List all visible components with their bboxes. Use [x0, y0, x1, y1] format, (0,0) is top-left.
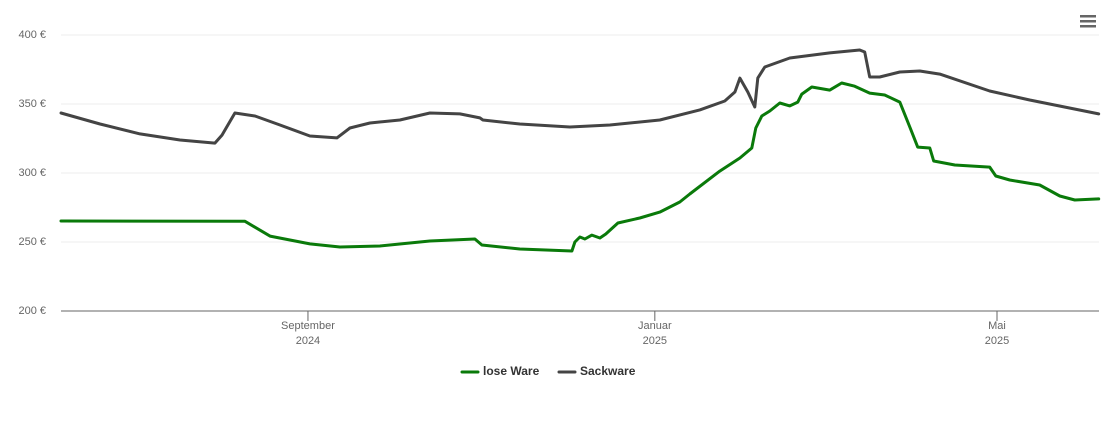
- menu-bar: [1080, 15, 1096, 18]
- legend: lose Ware Sackware: [460, 364, 636, 378]
- y-tick-label: 350 €: [18, 98, 46, 110]
- x-tick-label: Januar: [638, 320, 672, 332]
- y-tick-label: 400 €: [18, 29, 46, 41]
- x-tick-year: 2024: [296, 335, 320, 347]
- menu-button[interactable]: [1080, 15, 1096, 28]
- x-tick-label: Mai: [988, 320, 1006, 332]
- line-series: [59, 48, 1101, 145]
- line-series: [59, 81, 1101, 253]
- legend-label: lose Ware: [483, 364, 540, 378]
- menu-bar: [1080, 20, 1096, 23]
- y-tick-label: 250 €: [18, 236, 46, 248]
- y-tick-label: 300 €: [18, 167, 46, 179]
- legend-label: Sackware: [580, 364, 636, 378]
- y-tick-label: 200 €: [18, 305, 46, 317]
- x-tick-year: 2025: [643, 335, 667, 347]
- menu-bar: [1080, 25, 1096, 28]
- x-tick-year: 2025: [985, 335, 1009, 347]
- x-tick-label: September: [281, 320, 335, 332]
